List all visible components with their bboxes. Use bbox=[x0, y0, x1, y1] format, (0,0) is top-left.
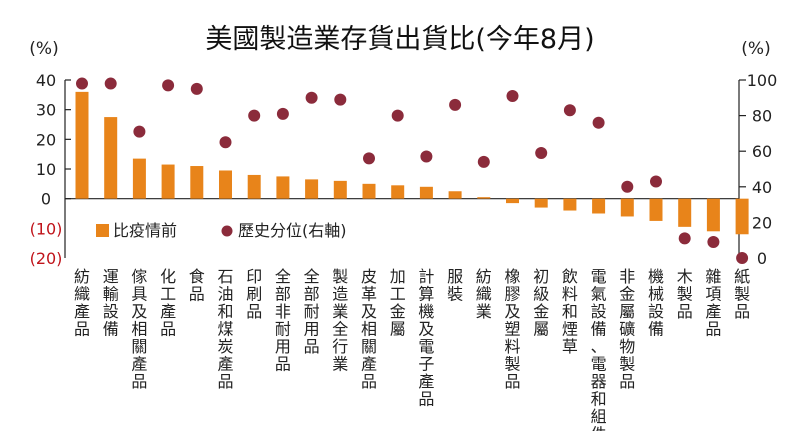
category-label: 印刷品 bbox=[246, 267, 262, 321]
left-axis-unit: (%) bbox=[29, 39, 58, 59]
category-label: 初級金屬 bbox=[533, 267, 549, 339]
bar bbox=[448, 191, 462, 199]
category-label: 雜項產品 bbox=[705, 267, 721, 339]
dot-series bbox=[76, 77, 749, 264]
category-label: 全部非耐用品 bbox=[275, 267, 291, 374]
category-label: 電氣設備、電器和組件 bbox=[591, 267, 607, 431]
bar bbox=[161, 164, 175, 199]
bar bbox=[563, 198, 577, 211]
bar bbox=[391, 185, 405, 199]
dot-point bbox=[104, 77, 117, 90]
dot-point bbox=[162, 79, 175, 92]
bar bbox=[477, 197, 491, 199]
bar bbox=[706, 198, 720, 232]
left-axis: 40 30 20 10 0 (10) (20) bbox=[30, 71, 71, 268]
dot-point bbox=[506, 90, 519, 103]
bar bbox=[333, 180, 347, 199]
bar bbox=[735, 198, 749, 235]
left-tick-label: 40 bbox=[36, 71, 56, 90]
dot-point bbox=[133, 125, 146, 138]
bar bbox=[132, 158, 146, 199]
bar bbox=[592, 198, 606, 214]
right-tick-label: 40 bbox=[752, 178, 772, 197]
category-label: 服裝 bbox=[447, 267, 463, 304]
bar bbox=[534, 198, 548, 208]
dot-point bbox=[592, 116, 605, 129]
bar bbox=[219, 170, 232, 199]
category-label: 紙製品 bbox=[734, 267, 750, 321]
dot-point bbox=[477, 155, 490, 168]
dot-point bbox=[535, 146, 548, 159]
right-tick-label: 60 bbox=[752, 142, 772, 161]
category-label: 化工產品 bbox=[160, 267, 176, 339]
bar bbox=[362, 183, 376, 199]
dot-point bbox=[305, 91, 318, 104]
bar bbox=[419, 186, 433, 199]
category-label: 木製品 bbox=[677, 267, 693, 321]
category-label: 食品 bbox=[189, 267, 205, 304]
dot-point bbox=[420, 150, 433, 163]
category-label: 紡織產品 bbox=[74, 267, 90, 339]
legend-label-bar: 比疫情前 bbox=[113, 221, 177, 240]
category-labels: 紡織產品運輸設備傢具及相關產品化工產品食品石油和煤炭產品印刷品全部非耐用品全部耐… bbox=[74, 267, 750, 431]
dot-point bbox=[650, 175, 662, 188]
category-label: 製造業全行業 bbox=[332, 267, 348, 374]
category-label: 皮革及相關產品 bbox=[361, 267, 377, 391]
legend-swatch-bar bbox=[96, 224, 109, 237]
dot-point bbox=[190, 82, 203, 95]
dot-point bbox=[449, 98, 462, 111]
chart-title: 美國製造業存貨出貨比(今年8月) bbox=[205, 24, 594, 55]
right-axis-unit: (%) bbox=[741, 39, 770, 59]
left-tick-label: 10 bbox=[36, 160, 56, 179]
dot-point bbox=[334, 93, 347, 106]
bar bbox=[620, 198, 634, 217]
left-tick-label: (10) bbox=[30, 219, 63, 238]
category-label: 非金屬礦物製品 bbox=[619, 267, 635, 391]
bar bbox=[305, 179, 319, 199]
dot-point bbox=[248, 109, 261, 122]
category-label: 機械設備 bbox=[648, 267, 664, 339]
dot-point bbox=[219, 136, 232, 149]
left-tick-label: 0 bbox=[41, 190, 51, 209]
category-label: 紡織業 bbox=[476, 267, 492, 321]
bar bbox=[649, 198, 663, 221]
category-label: 加工金屬 bbox=[390, 267, 406, 339]
right-axis: 100 80 60 40 20 0 bbox=[739, 71, 777, 268]
dot-point bbox=[707, 235, 720, 248]
left-tick-label: (20) bbox=[30, 249, 63, 268]
bar bbox=[104, 117, 118, 199]
right-tick-label: 80 bbox=[752, 107, 772, 126]
category-label: 計算機及電子產品 bbox=[418, 267, 434, 409]
bar-series bbox=[75, 91, 749, 235]
right-tick-label: 20 bbox=[752, 213, 772, 232]
dot-point bbox=[276, 107, 289, 120]
category-label: 石油和煤炭產品 bbox=[217, 267, 233, 391]
bar bbox=[276, 176, 290, 199]
legend: 比疫情前 歷史分位(右軸) bbox=[96, 221, 347, 240]
right-tick-label: 100 bbox=[747, 71, 778, 90]
left-tick-label: 30 bbox=[36, 101, 56, 120]
dot-point bbox=[76, 77, 88, 90]
bar bbox=[506, 198, 519, 204]
category-label: 全部耐用品 bbox=[304, 267, 320, 356]
bar bbox=[247, 174, 261, 199]
dot-point bbox=[736, 252, 749, 264]
category-label: 傢具及相關產品 bbox=[131, 267, 147, 391]
category-label: 飲料和煙草 bbox=[562, 267, 578, 356]
dot-point bbox=[391, 109, 404, 122]
dot-point bbox=[563, 104, 576, 117]
dot-point bbox=[678, 232, 691, 245]
bar bbox=[75, 91, 89, 199]
right-tick-label: 0 bbox=[757, 249, 767, 268]
legend-label-dot: 歷史分位(右軸) bbox=[238, 221, 347, 240]
legend-swatch-dot bbox=[221, 225, 233, 237]
bar bbox=[678, 198, 692, 227]
category-label: 橡膠及塑料製品 bbox=[504, 267, 520, 391]
category-label: 運輸設備 bbox=[103, 267, 119, 339]
dot-point bbox=[621, 180, 634, 193]
dot-point bbox=[363, 152, 375, 165]
bar bbox=[190, 166, 204, 199]
left-tick-label: 20 bbox=[36, 130, 56, 149]
